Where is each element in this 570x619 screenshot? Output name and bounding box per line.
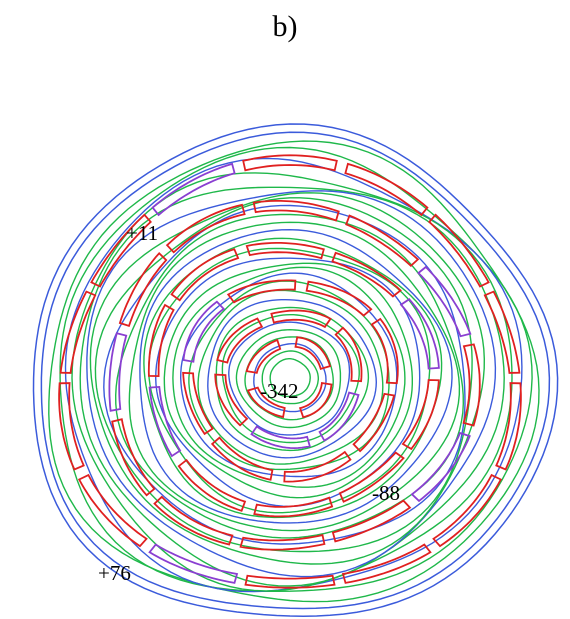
contour-ring-9 (114, 213, 465, 539)
label-minus-342: -342 (260, 379, 299, 403)
red-segment-11 (344, 162, 429, 217)
red-segment-23 (345, 214, 420, 268)
contour-ring-11 (139, 228, 453, 524)
contour-ring-5 (86, 190, 497, 578)
outer-outline-0 (32, 123, 559, 617)
red-segment-42 (370, 317, 399, 385)
contour-ring-26 (253, 343, 327, 413)
contour-ring-20 (207, 299, 378, 459)
contour-ring-6 (89, 192, 486, 565)
red-segment-24 (417, 265, 472, 338)
red-segment-27 (253, 496, 334, 518)
contour-ring-28 (269, 358, 311, 398)
green-contour-layer (48, 140, 540, 603)
contour-ring-15 (163, 262, 413, 499)
contour-ring-24 (235, 328, 342, 429)
red-segment-18 (111, 418, 156, 497)
outer-outline-1 (40, 131, 551, 610)
red-segment-29 (148, 385, 182, 458)
red-segment-49 (318, 391, 360, 442)
red-segment-19 (108, 332, 128, 412)
contour-ring-8 (103, 204, 466, 545)
contour-ring-16 (172, 266, 406, 488)
contour-ring-18 (188, 280, 390, 471)
red-segment-34 (399, 298, 440, 370)
label-plus-11: +11 (126, 221, 158, 245)
red-segment-7 (59, 290, 97, 374)
red-segment-14 (410, 431, 471, 503)
red-segment-13 (483, 290, 521, 374)
contour-ring-0 (48, 140, 540, 603)
red-segment-30 (147, 303, 175, 378)
red-segment-3 (244, 574, 336, 589)
contour-ring-23 (228, 321, 351, 436)
red-segment-22 (252, 200, 340, 222)
red-segment-20 (118, 252, 168, 328)
red-segment-44 (250, 425, 311, 450)
red-segment-32 (245, 242, 325, 260)
red-segment-43 (352, 392, 396, 453)
panel-label: b) (272, 10, 298, 43)
red-segment-2 (341, 543, 432, 584)
red-segment-12 (428, 213, 490, 288)
red-segment-53 (298, 381, 333, 419)
contour-ring-27 (261, 350, 319, 405)
contour-ring-1 (59, 146, 533, 592)
red-segment-28 (177, 458, 247, 512)
red-segment-45 (214, 373, 249, 427)
contour-ring-17 (179, 272, 398, 478)
red-segment-47 (270, 309, 332, 329)
red-segment-5 (77, 473, 148, 548)
red-segment-1 (432, 473, 503, 548)
red-segment-48 (334, 326, 363, 383)
red-segment-17 (153, 495, 234, 546)
contour-ring-13 (147, 247, 431, 514)
red-segment-35 (401, 379, 440, 451)
red-segment-37 (210, 436, 274, 481)
red-segment-31 (170, 248, 240, 302)
red-segment-25 (462, 343, 481, 427)
label-minus-88: -88 (372, 481, 400, 505)
red-segment-10 (242, 154, 338, 172)
red-segment-40 (226, 279, 297, 304)
red-segment-50 (246, 386, 286, 419)
red-segment-46 (216, 317, 264, 364)
contour-ring-10 (128, 221, 461, 532)
contour-ring-3 (71, 172, 513, 592)
label-plus-76: +76 (98, 561, 131, 585)
red-segment-4 (148, 543, 239, 584)
red-segment-15 (331, 499, 412, 543)
red-segment-36 (283, 450, 352, 483)
contour-ring-22 (221, 314, 360, 444)
red-segment-21 (165, 203, 246, 254)
red-segment-41 (305, 280, 373, 317)
contour-ring-12 (143, 237, 443, 519)
red-segment-16 (239, 534, 326, 551)
red-segment-51 (245, 338, 282, 374)
contour-ring-2 (64, 157, 523, 593)
red-segment-9 (151, 162, 236, 217)
red-segment-6 (58, 382, 85, 471)
contour-ring-19 (197, 289, 384, 465)
contour-ring-7 (94, 197, 473, 553)
red-segment-layer (58, 154, 522, 589)
red-segment-52 (294, 336, 332, 371)
red-segment-8 (90, 213, 152, 288)
red-segment-0 (495, 382, 522, 471)
red-segment-38 (182, 371, 214, 436)
red-segment-26 (338, 451, 405, 503)
red-segment-33 (331, 251, 402, 298)
red-segment-39 (182, 300, 226, 363)
outer-outline-layer (32, 123, 559, 617)
